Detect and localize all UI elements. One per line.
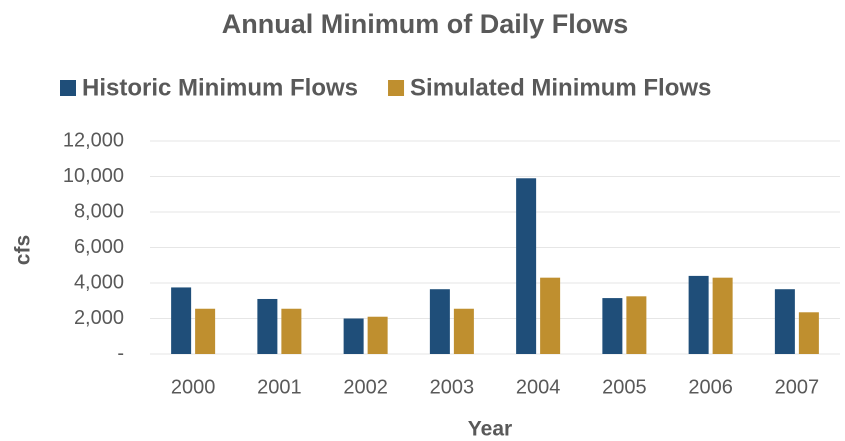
bar — [171, 287, 192, 354]
bar — [257, 298, 278, 354]
y-tick-label: - — [117, 342, 124, 364]
bar — [798, 312, 819, 354]
y-axis-title: cfs — [12, 235, 35, 265]
bar — [367, 316, 388, 354]
bar — [429, 289, 450, 354]
legend-swatch — [60, 80, 76, 96]
bar — [712, 277, 733, 354]
x-tick-label: 2006 — [688, 376, 733, 398]
bar — [343, 318, 364, 354]
x-tick-label: 2002 — [343, 376, 388, 398]
x-axis-title: Year — [468, 418, 512, 441]
x-tick-label: 2000 — [171, 376, 216, 398]
y-tick-label: 4,000 — [74, 271, 124, 293]
legend-swatch — [388, 80, 405, 96]
x-tick-label: 2003 — [430, 376, 475, 398]
bar — [453, 308, 474, 354]
x-tick-label: 2005 — [602, 376, 647, 398]
bar — [688, 275, 709, 354]
legend-label: Simulated Minimum Flows — [410, 74, 711, 101]
bar — [281, 308, 302, 354]
bar — [540, 277, 561, 354]
y-tick-label: 2,000 — [74, 307, 124, 329]
x-tick-label: 2004 — [516, 376, 561, 398]
bar — [516, 178, 537, 354]
x-tick-label: 2001 — [257, 376, 302, 398]
chart-title: Annual Minimum of Daily Flows — [222, 9, 629, 39]
bar — [774, 289, 795, 354]
legend-label: Historic Minimum Flows — [82, 74, 358, 101]
bar — [626, 296, 647, 354]
y-tick-label: 8,000 — [74, 200, 124, 222]
bar — [195, 308, 216, 354]
y-tick-label: 6,000 — [74, 236, 124, 258]
bar — [602, 298, 623, 354]
y-tick-label: 12,000 — [63, 129, 124, 151]
y-tick-label: 10,000 — [63, 165, 124, 187]
x-tick-label: 2007 — [775, 376, 820, 398]
